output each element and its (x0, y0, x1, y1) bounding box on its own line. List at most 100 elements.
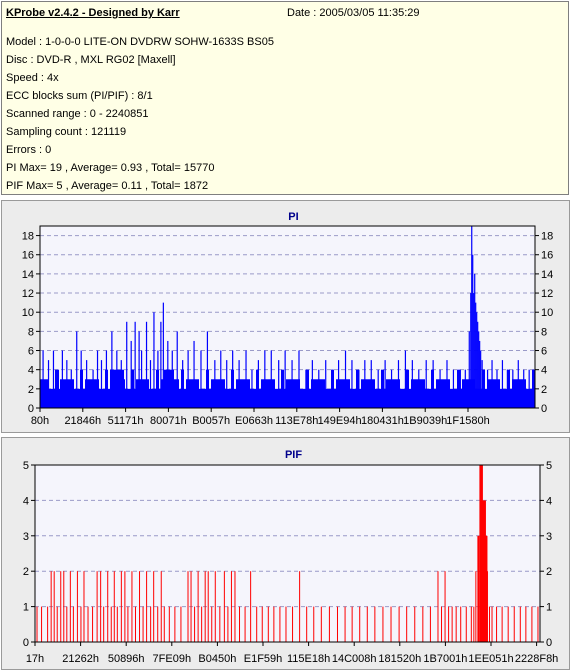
pi-bar (152, 388, 153, 408)
pi-bar (415, 379, 416, 408)
pi-bar (471, 226, 473, 408)
pi-bar (102, 388, 103, 408)
pif-bar (451, 606, 453, 642)
pi-bar (462, 379, 463, 408)
pi-bar (166, 369, 167, 408)
pif-xtick-label: 50896h (108, 653, 145, 665)
pi-bar (517, 360, 519, 408)
pi-bar (413, 379, 414, 408)
pif-ytick-label-right: 3 (546, 531, 552, 543)
pi-bar (323, 379, 324, 408)
pif-bar (66, 606, 68, 642)
pi-bar (86, 360, 88, 408)
pi-bar (125, 388, 126, 408)
pif-xtick-label: 115E18h (287, 653, 330, 665)
pi-bar (404, 388, 405, 408)
pi-bar (118, 369, 119, 408)
pi-bar (524, 379, 525, 408)
pi-bar (403, 388, 404, 408)
pi-bar (262, 379, 263, 408)
pi-ytick-label: 8 (28, 326, 34, 338)
pi-bar (284, 350, 286, 408)
pi-bar (184, 388, 185, 408)
pi-bar (532, 369, 533, 408)
pi-bar (452, 369, 455, 408)
pif-bar (83, 571, 85, 642)
pi-xtick-label: 1B9039h (403, 415, 447, 427)
pi-bar (370, 379, 371, 408)
pi-bar (137, 379, 138, 408)
pif-bar (56, 606, 58, 642)
pi-bar (380, 388, 381, 408)
pi-bar (400, 388, 401, 408)
pif-xtick-label: B0450h (198, 653, 236, 665)
pi-bar (414, 379, 415, 408)
pi-bar (490, 379, 491, 408)
pi-bar (230, 388, 231, 408)
pi-bar (390, 369, 393, 408)
pif-bar (174, 606, 176, 642)
pi-bar (130, 388, 131, 408)
pi-ytick-label-right: 14 (541, 269, 553, 281)
pi-bar (208, 369, 209, 408)
pif-bar (390, 606, 392, 642)
pi-bar (133, 369, 134, 408)
pi-bar (229, 388, 230, 408)
pi-bar (99, 388, 100, 408)
pi-bar (466, 379, 467, 408)
pif-bar (72, 606, 74, 642)
pi-bar (112, 369, 113, 408)
pi-bar (91, 379, 92, 408)
pif-bar (96, 571, 98, 642)
pi-bar (104, 388, 105, 408)
pi-bar (268, 379, 269, 408)
pi-bar (363, 379, 364, 408)
pi-bar (300, 388, 301, 408)
pi-bar (360, 388, 361, 408)
pi-bar (282, 369, 283, 408)
pif-bar (306, 606, 308, 642)
pi-bar (464, 379, 465, 408)
pi-bar (428, 388, 429, 408)
pi-bar (425, 360, 427, 408)
pi-bar (183, 369, 184, 408)
pi-bar (319, 379, 320, 408)
pi-bar (279, 388, 280, 408)
pi-bar (210, 388, 211, 408)
pi-bar (309, 388, 310, 408)
pi-bar (431, 369, 432, 408)
pif-bar (230, 571, 232, 642)
pi-bar (301, 388, 302, 408)
pi-bar (355, 388, 356, 408)
pi-bar (96, 379, 97, 408)
pi-bar (132, 369, 133, 408)
pi-bar (222, 379, 223, 408)
pi-bar (341, 379, 342, 408)
pi-bar (232, 350, 234, 408)
pif-bar (366, 606, 368, 642)
pi-bar (384, 388, 385, 408)
pi-bar (384, 360, 386, 408)
pi-bar (486, 388, 487, 408)
pi-bar (175, 379, 176, 408)
pi-bar (92, 369, 94, 408)
pi-plot-frame (39, 225, 536, 409)
pi-bar (432, 369, 433, 408)
pi-ytick-label: 6 (28, 346, 34, 358)
pi-bar (397, 379, 398, 408)
pi-bar (450, 388, 451, 408)
pi-bar (439, 369, 441, 408)
pif-bar (116, 606, 118, 642)
pi-bar (181, 369, 182, 408)
pi-bar (291, 360, 293, 408)
pif-bar (60, 571, 62, 642)
pif-bar (501, 606, 503, 642)
pi-bar (322, 379, 323, 408)
pi-bar (225, 388, 226, 408)
pi-bar (441, 379, 442, 408)
pif-bar (50, 571, 52, 642)
pi-bar (350, 388, 351, 408)
pif-bar (261, 606, 263, 642)
pi-bar (463, 379, 464, 408)
pif-bar (214, 571, 216, 642)
